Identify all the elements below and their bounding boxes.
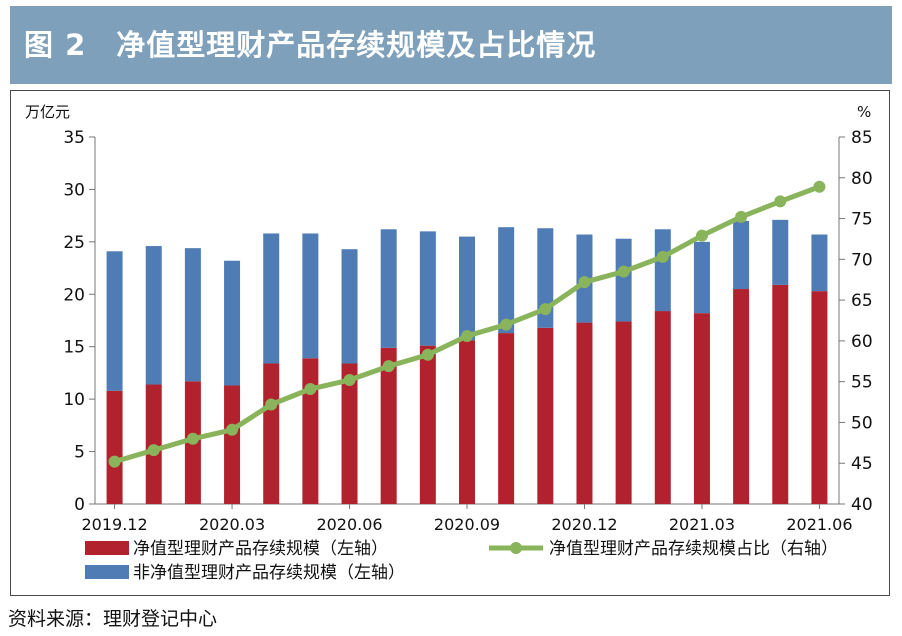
right-tick-label: 80 — [851, 169, 873, 189]
bar-non-nav-scale — [811, 234, 828, 292]
bar-non-nav-scale — [615, 238, 632, 322]
bar-non-nav-scale — [263, 233, 280, 364]
ratio-point — [108, 455, 121, 468]
bar-non-nav-scale — [419, 231, 436, 346]
left-axis-unit: 万亿元 — [25, 103, 70, 121]
bar-nav-scale — [302, 358, 319, 504]
ratio-point — [265, 398, 278, 411]
legend-swatch-ratio-marker — [510, 542, 522, 554]
ratio-point — [735, 210, 748, 223]
bar-non-nav-scale — [693, 241, 710, 314]
right-tick-label: 55 — [851, 373, 873, 393]
ratio-point — [343, 374, 356, 387]
left-tick-label: 35 — [63, 128, 85, 148]
figure-header: 图 2 净值型理财产品存续规模及占比情况 — [10, 6, 892, 84]
chart-svg: 万亿元 % 0 5 10 15 20 25 30 35 40 45 50 55 60 65 70 75 80 85 20… — [25, 103, 873, 583]
right-axis-unit: % — [857, 103, 871, 121]
bar-non-nav-scale — [224, 260, 241, 386]
ratio-point — [461, 329, 473, 342]
x-tick-label: 2019.12 — [81, 515, 147, 534]
bar-non-nav-scale — [184, 248, 201, 382]
ratio-point — [617, 265, 630, 278]
legend-label-ratio: 净值型理财产品存续规模占比（右轴） — [549, 539, 838, 559]
right-tick-label: 85 — [851, 128, 873, 148]
ratio-point — [147, 444, 160, 457]
bar-nav-scale — [498, 333, 515, 504]
x-tick-label: 2020.12 — [551, 515, 617, 534]
legend-swatch-non-nav — [85, 565, 129, 579]
left-tick-label: 0 — [74, 495, 85, 515]
bar-nav-scale — [106, 390, 123, 504]
bar-nav-scale — [224, 385, 241, 504]
left-tick-label: 5 — [74, 443, 85, 463]
bar-non-nav-scale — [380, 229, 397, 348]
ratio-point — [382, 360, 395, 373]
bar-nav-scale — [615, 321, 632, 504]
ratio-point — [500, 318, 513, 331]
bar-non-nav-scale — [302, 233, 319, 359]
ratio-point — [226, 423, 239, 436]
right-tick-label: 70 — [851, 250, 873, 270]
left-tick-label: 20 — [63, 285, 85, 305]
legend-label-nav: 净值型理财产品存续规模（左轴） — [133, 539, 388, 559]
bar-non-nav-scale — [341, 249, 358, 364]
right-tick-label: 65 — [851, 291, 873, 311]
bar-non-nav-scale — [537, 228, 554, 328]
right-tick-label: 50 — [851, 413, 873, 433]
bar-non-nav-scale — [459, 236, 475, 341]
bar-nav-scale — [811, 291, 828, 504]
x-tick-label: 2020.06 — [316, 515, 382, 534]
ratio-point — [539, 303, 552, 316]
right-tick-label: 75 — [851, 210, 873, 230]
x-tick-label: 2020.09 — [434, 515, 500, 534]
ratio-point — [774, 195, 787, 208]
x-tick-label: 2021.06 — [786, 515, 852, 534]
x-tick-label: 2021.03 — [669, 515, 735, 534]
left-tick-label: 15 — [63, 338, 85, 358]
bar-non-nav-scale — [498, 227, 515, 334]
bar-non-nav-scale — [106, 251, 123, 391]
source-note: 资料来源：理财登记中心 — [8, 608, 218, 630]
ratio-point — [656, 250, 669, 263]
bar-non-nav-scale — [772, 219, 789, 285]
chart-frame: 万亿元% 0 5 10 15 20 25 30 35 40 45 50 55 60 65 70 75 80 85 20… — [10, 90, 890, 596]
bar-nav-scale — [576, 322, 593, 504]
ratio-point — [186, 432, 199, 445]
legend-label-non-nav: 非净值型理财产品存续规模（左轴） — [133, 563, 405, 583]
bar-non-nav-scale — [145, 246, 162, 385]
ratio-point — [304, 383, 317, 396]
ratio-point — [421, 348, 434, 361]
figure-title: 图 2 净值型理财产品存续规模及占比情况 — [24, 28, 597, 62]
left-tick-label: 30 — [63, 180, 85, 200]
bar-nav-scale — [772, 284, 789, 504]
left-tick-label: 10 — [63, 390, 85, 410]
right-tick-label: 45 — [851, 454, 873, 474]
bar-nav-scale — [537, 327, 554, 504]
bar-nav-scale — [341, 363, 358, 504]
left-tick-label: 25 — [63, 233, 85, 253]
bar-nav-scale — [419, 345, 436, 504]
bar-non-nav-scale — [654, 229, 671, 312]
x-tick-label: 2020.03 — [199, 515, 265, 534]
bar-nav-scale — [459, 340, 475, 504]
right-tick-label: 60 — [851, 332, 873, 352]
bar-non-nav-scale — [733, 220, 750, 290]
bar-nav-scale — [733, 289, 750, 504]
right-tick-label: 40 — [851, 495, 873, 515]
ratio-point — [695, 229, 708, 242]
bar-nav-scale — [380, 347, 397, 504]
legend-swatch-nav — [85, 541, 129, 555]
bar-nav-scale — [693, 313, 710, 504]
ratio-point — [813, 180, 826, 193]
ratio-point — [578, 276, 591, 289]
bar-nav-scale — [263, 363, 280, 504]
bar-nav-scale — [654, 311, 671, 504]
